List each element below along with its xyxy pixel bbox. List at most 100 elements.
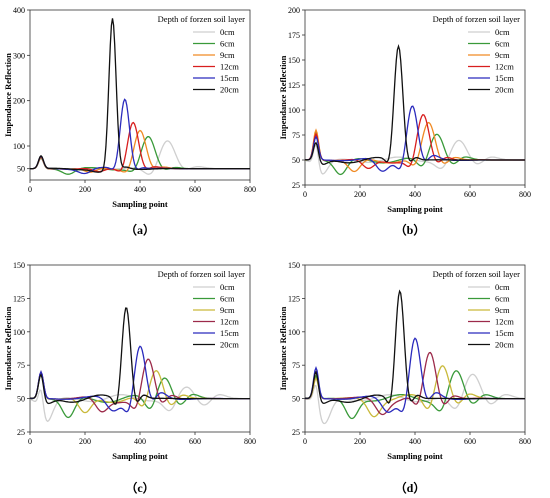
legend-label-9cm: 9cm <box>220 305 235 315</box>
series-line-15cm <box>30 345 250 413</box>
legend-title: Depth of forzen soil layer <box>158 14 245 24</box>
y-tick-label: 50 <box>292 156 300 165</box>
series-line-15cm <box>30 98 250 175</box>
chart-panel-d: 0 200 400 600 800 25 50 75 100 125 150 Sampling poi… <box>278 261 531 461</box>
plot-frame <box>304 9 526 186</box>
y-axis-label: Impendance Reflection <box>278 55 288 139</box>
legend-label-6cm: 6cm <box>495 294 510 304</box>
series-line-0cm <box>305 139 525 175</box>
legend-label-12cm: 12cm <box>495 317 514 327</box>
y-axis-label: Impendance Reflection <box>3 306 13 390</box>
series-line-20cm <box>305 289 525 404</box>
series-line-6cm <box>305 130 525 176</box>
x-tick-label: 200 <box>79 185 91 194</box>
y-tick-label: 400 <box>13 6 25 15</box>
legend-label-0cm: 0cm <box>495 282 510 292</box>
panel-label-c: （c） <box>125 480 154 495</box>
legend-label-20cm: 20cm <box>495 340 514 350</box>
y-tick-label: 125 <box>288 81 300 90</box>
x-tick-label: 0 <box>28 437 32 446</box>
y-tick-label: 50 <box>17 165 25 174</box>
x-axis-label: Sampling point <box>112 199 168 209</box>
series-line-9cm <box>305 365 525 418</box>
legend-label-9cm: 9cm <box>495 305 510 315</box>
y-tick-label: 150 <box>288 56 300 65</box>
series-line-20cm <box>305 43 525 165</box>
y-axis-label: Impendance Reflection <box>3 53 13 137</box>
x-tick-label: 200 <box>354 437 366 446</box>
y-tick-label: 25 <box>292 181 300 190</box>
x-tick-label: 400 <box>409 437 421 446</box>
y-tick-label: 75 <box>292 361 300 370</box>
y-tick-label: 100 <box>13 142 25 151</box>
legend-label-12cm: 12cm <box>220 62 239 72</box>
legend-label-15cm: 15cm <box>220 328 239 338</box>
series-line-12cm <box>30 358 250 413</box>
x-tick-label: 400 <box>134 185 146 194</box>
y-tick-label: 125 <box>13 294 25 303</box>
legend-label-6cm: 6cm <box>495 39 510 49</box>
legend-label-15cm: 15cm <box>220 73 239 83</box>
legend-label-0cm: 0cm <box>220 27 235 37</box>
x-tick-label: 600 <box>189 437 201 446</box>
x-axis-label: Sampling point <box>387 451 443 461</box>
chart-panel-c: 0 200 400 600 800 25 50 75 100 125 150 Sampling poi… <box>3 261 256 461</box>
legend-title: Depth of forzen soil layer <box>433 269 520 279</box>
legend-label-15cm: 15cm <box>495 73 514 83</box>
y-tick-label: 100 <box>288 328 300 337</box>
series-line-20cm <box>30 307 250 405</box>
y-tick-label: 100 <box>288 106 300 115</box>
legend-label-12cm: 12cm <box>220 317 239 327</box>
legend-label-6cm: 6cm <box>220 294 235 304</box>
legend-label-20cm: 20cm <box>220 85 239 95</box>
x-tick-label: 200 <box>354 190 366 199</box>
series-line-20cm <box>30 18 250 173</box>
legend-label-0cm: 0cm <box>495 27 510 37</box>
x-axis-label: Sampling point <box>112 451 168 461</box>
y-tick-label: 100 <box>13 328 25 337</box>
y-tick-label: 300 <box>13 51 25 60</box>
legend-title: Depth of forzen soil layer <box>158 269 245 279</box>
x-axis-label: Sampling point <box>387 204 443 214</box>
legend-label-9cm: 9cm <box>495 50 510 60</box>
y-tick-label: 25 <box>17 428 25 437</box>
plot-frame <box>29 264 251 433</box>
x-tick-label: 800 <box>519 437 531 446</box>
y-tick-label: 200 <box>288 6 300 15</box>
panel-label-a: （a） <box>125 222 155 237</box>
legend-title: Depth of forzen soil layer <box>433 14 520 24</box>
plot-frame <box>304 264 526 433</box>
x-tick-label: 0 <box>303 190 307 199</box>
y-tick-label: 125 <box>288 294 300 303</box>
y-tick-label: 175 <box>288 31 300 40</box>
x-tick-label: 200 <box>79 437 91 446</box>
x-tick-label: 0 <box>28 185 32 194</box>
legend-label-6cm: 6cm <box>220 39 235 49</box>
y-tick-label: 75 <box>17 361 25 370</box>
y-tick-label: 75 <box>292 131 300 140</box>
y-tick-label: 200 <box>13 97 25 106</box>
panel-label-b: （b） <box>395 222 426 237</box>
x-tick-label: 600 <box>189 185 201 194</box>
x-tick-label: 800 <box>244 185 256 194</box>
x-tick-label: 800 <box>519 190 531 199</box>
series-line-12cm <box>305 351 525 416</box>
x-tick-label: 600 <box>464 437 476 446</box>
y-tick-label: 50 <box>17 395 25 404</box>
chart-panel-a: 0 200 400 600 800 50 100 200 300 400 Sampling poin… <box>3 6 256 209</box>
y-tick-label: 50 <box>292 395 300 404</box>
legend-label-20cm: 20cm <box>495 85 514 95</box>
x-tick-label: 600 <box>464 190 476 199</box>
panel-label-d: （d） <box>395 480 426 495</box>
x-tick-label: 0 <box>303 437 307 446</box>
x-tick-label: 400 <box>409 190 421 199</box>
legend-label-12cm: 12cm <box>495 62 514 72</box>
chart-panel-b: 0 200 400 600 800 25 50 75 100 125 150 175 200 Sampli… <box>278 6 531 214</box>
y-tick-label: 25 <box>292 428 300 437</box>
legend-label-15cm: 15cm <box>495 328 514 338</box>
legend-label-0cm: 0cm <box>220 282 235 292</box>
legend-label-20cm: 20cm <box>220 340 239 350</box>
y-axis-label: Impendance Reflection <box>278 306 288 390</box>
y-tick-label: 150 <box>288 261 300 270</box>
